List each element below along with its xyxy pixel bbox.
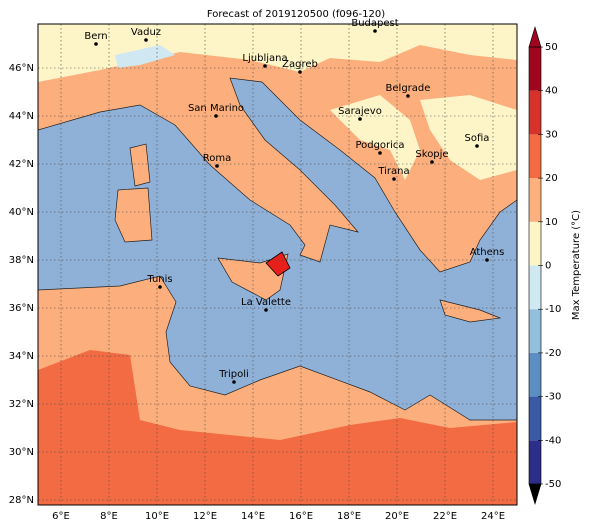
y-tick-label: 46°N [9, 63, 34, 74]
city-label: Athens [470, 247, 505, 258]
city-dot [214, 114, 218, 118]
colorbar-tick-label: 30 [545, 129, 558, 140]
city-dot [378, 151, 382, 155]
alps-zone [115, 45, 175, 68]
balkan-zone [330, 95, 420, 180]
city-dot [158, 285, 162, 289]
colorbar-tick-label: -30 [545, 392, 561, 403]
city-dot [215, 164, 219, 168]
city-dot [485, 258, 489, 262]
colorbar-segment [529, 265, 541, 310]
city-label: Tirana [377, 166, 409, 177]
city-label: Tripoli [218, 369, 249, 380]
city-dot [475, 144, 479, 148]
colorbar-tick-label: 0 [545, 261, 551, 272]
cold-zone [38, 24, 517, 82]
sea [38, 77, 517, 421]
colorbar-extend-high [528, 25, 542, 48]
x-tick-label: 14°E [241, 511, 265, 522]
colorbar-segment [529, 440, 541, 484]
city-dot [430, 160, 434, 164]
city-label: Budapest [351, 18, 398, 29]
x-tick-label: 10°E [145, 511, 169, 522]
x-tick-label: 16°E [289, 511, 313, 522]
city-dot [94, 42, 98, 46]
city-label: Sofia [465, 133, 490, 144]
y-tick-label: 32°N [9, 399, 34, 410]
x-tick-label: 6°E [52, 511, 70, 522]
x-tick-label: 24°E [481, 511, 505, 522]
colorbar-extend-low [528, 483, 542, 506]
x-tick-label: 8°E [100, 511, 118, 522]
city-label: Tunis [146, 274, 172, 285]
colorbar-label: Max Temperature (°C) [571, 210, 582, 320]
x-tick-label: 20°E [385, 511, 409, 522]
city-dot [264, 308, 268, 312]
city-dot [232, 380, 236, 384]
y-tick-label: 28°N [9, 495, 34, 506]
city-label: La Valette [241, 297, 291, 308]
city-label: Bern [84, 31, 107, 42]
colorbar-segment [529, 221, 541, 266]
colorbar-segment [529, 134, 541, 179]
colorbar-tick-label: 20 [545, 173, 558, 184]
map-frame [37, 23, 518, 506]
sardinia [114, 187, 153, 243]
colorbar-segment [529, 396, 541, 441]
graticule [38, 24, 517, 505]
city-label: Roma [203, 153, 232, 164]
y-tick-label: 36°N [9, 303, 34, 314]
city-dot [298, 70, 302, 74]
colorbar-tick-label: -50 [545, 479, 561, 490]
colorbar-segment [529, 90, 541, 135]
x-tick-label: 12°E [193, 511, 217, 522]
city-dot [392, 177, 396, 181]
colorbar-tick-label: 50 [545, 42, 558, 53]
city-dot [144, 38, 148, 42]
y-tick-label: 40°N [9, 207, 34, 218]
colorbar-segment [529, 309, 541, 353]
title: Forecast of 2019120500 (f096-120) [207, 9, 385, 20]
map-area [38, 24, 517, 505]
colorbar-tick-label: 10 [545, 217, 558, 228]
city-dot [373, 29, 377, 33]
city-label: Belgrade [386, 83, 431, 94]
city-label: Sarajevo [338, 106, 382, 117]
city-label: Zagreb [282, 59, 318, 70]
y-tick-label: 44°N [9, 111, 34, 122]
corsica [129, 143, 151, 187]
colorbar: -50 -40 -30 -20 -10 0 10 20 30 40 50 [528, 25, 561, 506]
city-label: San Marino [188, 103, 244, 114]
colorbar-segment [529, 352, 541, 397]
city-dot [358, 117, 362, 121]
colorbar-tick-label: 40 [545, 86, 558, 97]
city-dot [406, 94, 410, 98]
colorbar-tick-label: -20 [545, 348, 561, 359]
city-label: Vaduz [131, 27, 161, 38]
city-label: Podgorica [355, 140, 404, 151]
y-tick-label: 30°N [9, 447, 34, 458]
colorbar-segment [529, 47, 541, 91]
x-tick-label: 22°E [433, 511, 457, 522]
hot-zone [38, 350, 517, 505]
colorbar-tick-label: -40 [545, 435, 561, 446]
city-dot [263, 64, 267, 68]
colorbar-segment [529, 178, 541, 222]
x-tick-label: 18°E [337, 511, 361, 522]
y-tick-label: 42°N [9, 159, 34, 170]
city-label: Ljubljana [242, 53, 287, 64]
y-tick-label: 34°N [9, 351, 34, 362]
colorbar-tick-label: -10 [545, 304, 561, 315]
y-tick-label: 38°N [9, 255, 34, 266]
city-label: Skopje [415, 149, 448, 160]
crete [439, 299, 502, 323]
star-marker [265, 251, 291, 277]
